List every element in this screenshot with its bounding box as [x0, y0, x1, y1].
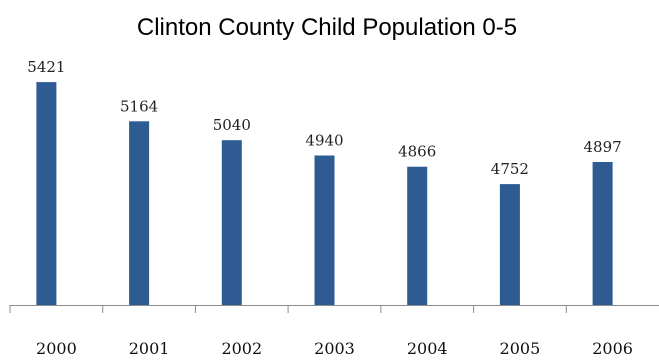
- data-label-2006: 4897: [584, 138, 622, 156]
- x-tick-label-2006: 2006: [592, 339, 633, 358]
- x-tick-label-2003: 2003: [314, 339, 355, 358]
- x-tick-label-2001: 2001: [129, 339, 170, 358]
- data-label-2004: 4866: [398, 143, 436, 161]
- bar-2004: [407, 166, 428, 305]
- bar-2001: [129, 121, 150, 305]
- x-axis-ticks: [9, 305, 567, 313]
- bar-2005: [499, 184, 520, 305]
- x-tick-label-2004: 2004: [407, 339, 448, 358]
- bars-group: [36, 82, 613, 305]
- data-label-2005: 4752: [491, 160, 529, 178]
- x-tick-label-2000: 2000: [36, 339, 77, 358]
- data-label-2003: 4940: [305, 132, 343, 150]
- data-labels-group: 5421 5164 5040 4940 4866 4752 4897: [27, 58, 621, 178]
- data-label-2002: 5040: [213, 116, 251, 134]
- bar-2000: [36, 82, 57, 305]
- bar-2003: [314, 155, 335, 305]
- x-tick-label-2002: 2002: [221, 339, 262, 358]
- x-tick-label-2005: 2005: [500, 339, 541, 358]
- data-label-2001: 5164: [120, 97, 158, 115]
- x-axis-tick-labels: 2000 2001 2002 2003 2004 2005 2006: [36, 339, 633, 358]
- chart-title: Clinton County Child Population 0-5: [137, 14, 517, 41]
- bar-2002: [221, 140, 242, 305]
- data-label-2000: 5421: [27, 58, 65, 76]
- bar-2006: [592, 162, 613, 305]
